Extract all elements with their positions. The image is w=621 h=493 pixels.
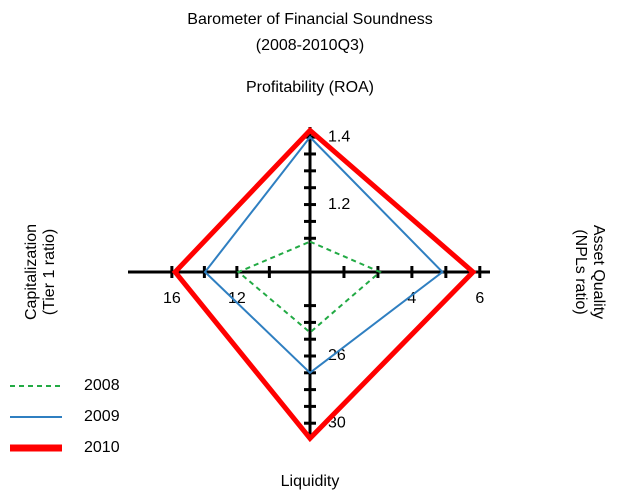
tick-label: 4 (407, 290, 416, 307)
legend-label: 2010 (84, 439, 120, 456)
series-line (203, 135, 444, 375)
chart-title: Barometer of Financial Soundness (187, 11, 432, 28)
series-line (236, 240, 382, 334)
axis-title: Liquidity (281, 473, 340, 490)
axis-title: Profitability (ROA) (246, 79, 374, 96)
tick-label: 16 (163, 290, 181, 307)
chart-title: (2008-2010Q3) (256, 37, 365, 54)
legend-label: 2009 (84, 408, 120, 425)
axis-title: Capitalization (23, 224, 40, 320)
tick-label: 1.2 (328, 196, 350, 213)
tick-label: 6 (475, 290, 484, 307)
axis-title: (NPLs ratio) (572, 229, 589, 314)
tick-label: 26 (328, 347, 346, 364)
axis-title: (Tier 1 ratio) (41, 229, 58, 316)
legend-label: 2008 (84, 377, 120, 394)
tick-label: 12 (228, 290, 246, 307)
series-line (171, 126, 477, 443)
axis-title: Asset Quality (590, 225, 607, 319)
tick-label: 1.4 (328, 128, 350, 145)
